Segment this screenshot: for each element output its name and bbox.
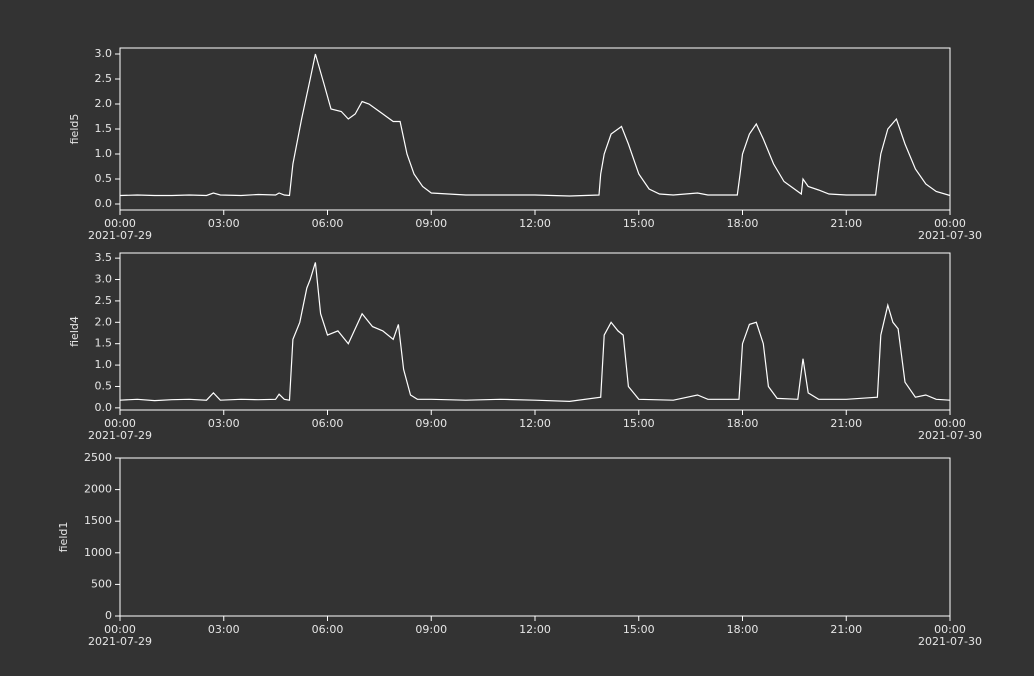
y-tick-label: 2.0 — [95, 315, 113, 328]
x-date-label: 2021-07-29 — [88, 229, 152, 242]
x-date-label: 2021-07-30 — [918, 229, 982, 242]
x-tick-label: 21:00 — [830, 623, 862, 636]
series-line — [119, 262, 951, 403]
y-tick-label: 2.5 — [95, 294, 113, 307]
x-tick-label: 18:00 — [727, 417, 759, 430]
x-tick-label: 03:00 — [208, 417, 240, 430]
y-tick-label: 3.5 — [95, 251, 113, 264]
y-tick-label: 500 — [91, 577, 112, 590]
x-date-label: 2021-07-30 — [918, 635, 982, 648]
x-tick-label: 15:00 — [623, 623, 655, 636]
x-tick-label: 00:00 — [104, 623, 136, 636]
series-line — [119, 53, 951, 197]
plot-frame — [119, 47, 951, 211]
plot-frame — [119, 252, 951, 411]
x-tick-label: 15:00 — [623, 417, 655, 430]
y-axis-label: field5 — [68, 114, 81, 145]
x-tick-label: 00:00 — [104, 417, 136, 430]
y-tick-label: 0.0 — [95, 401, 113, 414]
x-tick-label: 15:00 — [623, 217, 655, 230]
x-tick-label: 06:00 — [312, 623, 344, 636]
y-axis-label: field1 — [57, 522, 70, 553]
y-tick-label: 0.5 — [95, 379, 113, 392]
x-tick-label: 18:00 — [727, 217, 759, 230]
y-tick-label: 1.0 — [95, 147, 113, 160]
y-tick-label: 3.0 — [95, 273, 113, 286]
x-date-label: 2021-07-30 — [918, 429, 982, 442]
x-tick-label: 00:00 — [104, 217, 136, 230]
x-tick-label: 12:00 — [519, 623, 551, 636]
y-tick-label: 2500 — [84, 451, 112, 464]
y-tick-label: 1.5 — [95, 122, 113, 135]
x-tick-label: 09:00 — [415, 417, 447, 430]
y-tick-label: 2000 — [84, 483, 112, 496]
y-tick-label: 3.0 — [95, 47, 113, 60]
x-tick-label: 12:00 — [519, 417, 551, 430]
y-tick-label: 1.5 — [95, 337, 113, 350]
x-tick-label: 00:00 — [934, 623, 966, 636]
y-tick-label: 1500 — [84, 514, 112, 527]
y-axis-label: field4 — [68, 316, 81, 347]
y-tick-label: 2.5 — [95, 72, 113, 85]
x-tick-label: 09:00 — [415, 217, 447, 230]
plot-frame — [119, 457, 951, 617]
x-tick-label: 03:00 — [208, 623, 240, 636]
x-tick-label: 21:00 — [830, 417, 862, 430]
x-tick-label: 12:00 — [519, 217, 551, 230]
y-tick-label: 1000 — [84, 546, 112, 559]
x-date-label: 2021-07-29 — [88, 429, 152, 442]
x-tick-label: 00:00 — [934, 217, 966, 230]
y-tick-label: 2.0 — [95, 97, 113, 110]
x-tick-label: 03:00 — [208, 217, 240, 230]
x-tick-label: 00:00 — [934, 417, 966, 430]
x-date-label: 2021-07-29 — [88, 635, 152, 648]
x-tick-label: 06:00 — [312, 417, 344, 430]
x-tick-label: 18:00 — [727, 623, 759, 636]
x-tick-label: 06:00 — [312, 217, 344, 230]
y-tick-label: 1.0 — [95, 358, 113, 371]
y-tick-label: 0 — [105, 609, 112, 622]
x-tick-label: 21:00 — [830, 217, 862, 230]
x-tick-label: 09:00 — [415, 623, 447, 636]
y-tick-label: 0.5 — [95, 172, 113, 185]
y-tick-label: 0.0 — [95, 197, 113, 210]
